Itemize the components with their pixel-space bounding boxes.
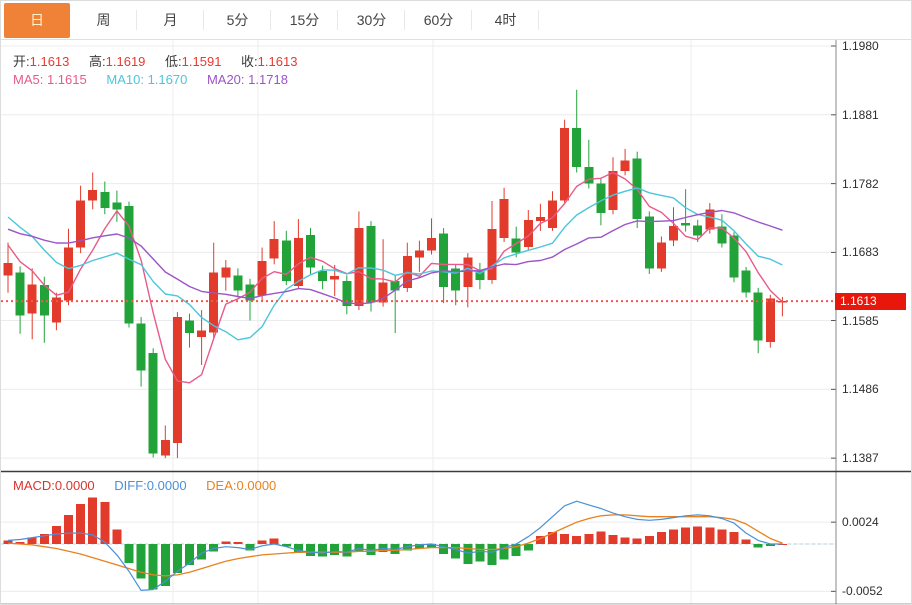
- current-price-badge: 1.1613: [835, 292, 906, 310]
- tab-period-15min[interactable]: 15分: [271, 1, 338, 39]
- price-tick-5: 1.1486: [842, 382, 879, 397]
- tab-period-4hour[interactable]: 4时: [472, 1, 539, 39]
- close-value: 1.1613: [257, 54, 298, 69]
- ma5-label: MA5:: [13, 72, 44, 87]
- ma5-value: 1.1615: [46, 72, 87, 87]
- tab-period-60min[interactable]: 60分: [405, 1, 472, 39]
- period-toolbar: 日 周 月 5分 15分 30分 60分 4时: [1, 1, 911, 40]
- tab-period-month[interactable]: 月: [137, 1, 204, 39]
- tab-period-30min[interactable]: 30分: [338, 1, 405, 39]
- low-value: 1.1591: [181, 54, 222, 69]
- tab-period-week[interactable]: 周: [70, 1, 137, 39]
- open-label: 开:: [13, 54, 30, 69]
- price-tick-2: 1.1782: [842, 176, 879, 191]
- tab-period-day[interactable]: 日: [4, 3, 70, 38]
- low-label: 低:: [165, 54, 182, 69]
- high-value: 1.1619: [105, 54, 146, 69]
- open-value: 1.1613: [29, 54, 70, 69]
- macd-value: 0.0000: [54, 478, 95, 493]
- price-tick-4: 1.1585: [842, 313, 879, 328]
- price-tick-6: 1.1387: [842, 451, 879, 466]
- close-label: 收:: [241, 54, 258, 69]
- macd-tick-negative: -0.0052: [842, 584, 883, 598]
- ma10-value: 1.1670: [147, 72, 188, 87]
- ohlc-legend: 开:1.1613 高:1.1619 低:1.1591 收:1.1613: [13, 51, 313, 70]
- dea-value: 0.0000: [236, 478, 277, 493]
- diff-value: 0.0000: [146, 478, 187, 493]
- ma20-label: MA20:: [206, 72, 245, 87]
- dea-label: DEA:: [206, 478, 237, 493]
- macd-legend: MACD:0.0000 DIFF:0.0000 DEA:0.0000: [13, 478, 292, 493]
- high-label: 高:: [89, 54, 106, 69]
- ma20-value: 1.1718: [248, 72, 288, 87]
- tab-period-5min[interactable]: 5分: [204, 1, 271, 39]
- price-tick-0: 1.1980: [842, 39, 879, 53]
- diff-label: DIFF:: [114, 478, 147, 493]
- price-tick-3: 1.1683: [842, 245, 879, 260]
- price-tick-1: 1.1881: [842, 107, 879, 122]
- ma-legend: MA5: 1.1615 MA10: 1.1670 MA20: 1.1718: [13, 72, 304, 87]
- ma10-label: MA10:: [106, 72, 144, 87]
- macd-tick-positive: 0.0024: [842, 515, 879, 529]
- macd-label: MACD:: [13, 478, 55, 493]
